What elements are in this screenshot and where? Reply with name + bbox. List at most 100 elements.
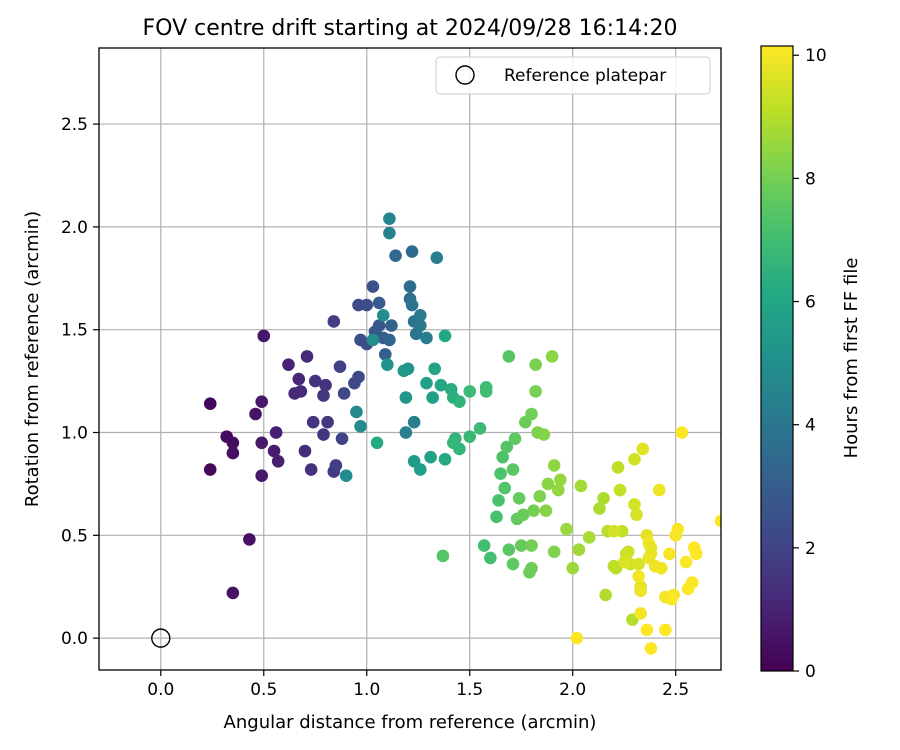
- scatter-point: [508, 432, 522, 445]
- x-tick-label: 2.0: [559, 680, 586, 700]
- scatter-point: [574, 479, 588, 493]
- scatter-point: [671, 522, 685, 536]
- y-axis-label: Rotation from reference (arcmin): [22, 211, 43, 507]
- scatter-point: [599, 588, 612, 602]
- plot-background: [99, 48, 721, 670]
- reference-platepar-marker: [151, 628, 171, 648]
- scatter-point: [376, 309, 390, 322]
- scatter-point: [463, 430, 477, 443]
- scatter-point: [597, 492, 610, 505]
- scatter-point: [271, 454, 285, 468]
- scatter-point: [560, 522, 573, 536]
- scatter-point: [525, 539, 538, 552]
- plot-area: 0.0 0.5 1.0 1.5 2.0 2.5 0.0 0.5 1.0 1.5 2.0 2.5: [61, 47, 722, 700]
- grid-vertical: [160, 48, 677, 670]
- scatter-point: [659, 623, 672, 637]
- scatter-point: [525, 561, 538, 575]
- scatter-point: [434, 378, 448, 392]
- scatter-point: [226, 436, 240, 450]
- scatter-point: [405, 245, 419, 258]
- scatter-point: [350, 405, 363, 419]
- y-tick-label: 2.0: [61, 218, 88, 238]
- colorbar-label: Hours from first FF file: [841, 258, 862, 459]
- scatter-point: [255, 395, 269, 408]
- scatter-point: [617, 555, 631, 569]
- scatter-point: [502, 350, 516, 363]
- scatter-point: [463, 385, 477, 398]
- chart-title: FOV centre drift starting at 2024/09/28 …: [143, 16, 678, 41]
- scatter-point: [496, 450, 509, 464]
- y-tick-label: 0.0: [61, 629, 88, 649]
- colorbar-tick-label: 4: [805, 416, 816, 436]
- colorbar-gradient: [760, 45, 794, 672]
- scatter-point: [479, 385, 493, 398]
- scatter-point: [611, 461, 625, 474]
- scatter-point: [492, 494, 505, 507]
- scatter-point: [634, 607, 647, 620]
- scatter-point: [533, 489, 547, 503]
- scatter-point: [640, 623, 654, 637]
- y-tick-label: 1.0: [61, 424, 88, 444]
- scatter-point: [689, 547, 703, 561]
- scatter-point: [541, 477, 555, 491]
- scatter-point: [685, 576, 699, 589]
- colorbar-tick-label: 2: [805, 539, 816, 559]
- scatter-point: [582, 531, 596, 544]
- scatter-point: [634, 584, 647, 598]
- scatter-point: [436, 549, 450, 563]
- scatter-point: [294, 385, 308, 398]
- scatter-point: [399, 391, 413, 404]
- scatter-point: [644, 541, 658, 554]
- scatter-point: [632, 557, 645, 571]
- colorbar-ticks: 0 2 4 6 8 10: [793, 46, 827, 682]
- scatter-point: [352, 370, 365, 384]
- scatter-point: [321, 415, 334, 429]
- scatter-point: [424, 450, 437, 464]
- scatter-point: [329, 459, 343, 472]
- scatter-point: [506, 463, 520, 476]
- scatter-point: [383, 212, 396, 225]
- scatter-point: [335, 432, 349, 445]
- legend: Reference platepar: [435, 56, 711, 95]
- scatter-point: [570, 631, 584, 645]
- scatter-point: [438, 329, 452, 343]
- scatter-point: [397, 364, 411, 378]
- scatter-point: [243, 533, 256, 546]
- scatter-point: [226, 446, 240, 460]
- scatter-point: [679, 555, 693, 569]
- scatter-point: [525, 407, 538, 421]
- scatter-point: [292, 372, 306, 386]
- scatter-point: [267, 444, 281, 458]
- x-axis-ticks: 0.0 0.5 1.0 1.5 2.0 2.5: [147, 670, 689, 700]
- scatter-point: [308, 374, 322, 388]
- scatter-point: [502, 543, 516, 557]
- scatter-point: [607, 524, 621, 538]
- scatter-point: [636, 442, 650, 456]
- scatter-point: [420, 331, 433, 345]
- scatter-point: [551, 483, 565, 497]
- scatter-point: [339, 469, 353, 482]
- scatter-point: [473, 422, 487, 435]
- scatter-point: [304, 463, 318, 476]
- scatter-point: [407, 415, 421, 429]
- scatter-point: [613, 483, 627, 497]
- scatter-point: [337, 387, 351, 400]
- scatter-point: [249, 407, 262, 421]
- scatter-point: [366, 333, 380, 347]
- scatter-point: [477, 539, 491, 552]
- colorbar-tick-label: 6: [805, 293, 816, 313]
- scatter-point: [490, 510, 503, 524]
- scatter-point: [306, 415, 320, 429]
- scatter-point: [644, 642, 658, 655]
- scatter-point: [494, 467, 507, 480]
- scatter-point: [255, 469, 269, 482]
- scatter-point: [300, 350, 314, 363]
- plot-frame: [98, 47, 722, 671]
- y-tick-label: 0.5: [61, 526, 88, 546]
- scatter-point: [428, 362, 442, 376]
- scatter-point: [632, 570, 645, 583]
- legend-frame: [435, 56, 711, 95]
- scatter-point: [453, 395, 466, 408]
- scatter-point: [282, 358, 295, 371]
